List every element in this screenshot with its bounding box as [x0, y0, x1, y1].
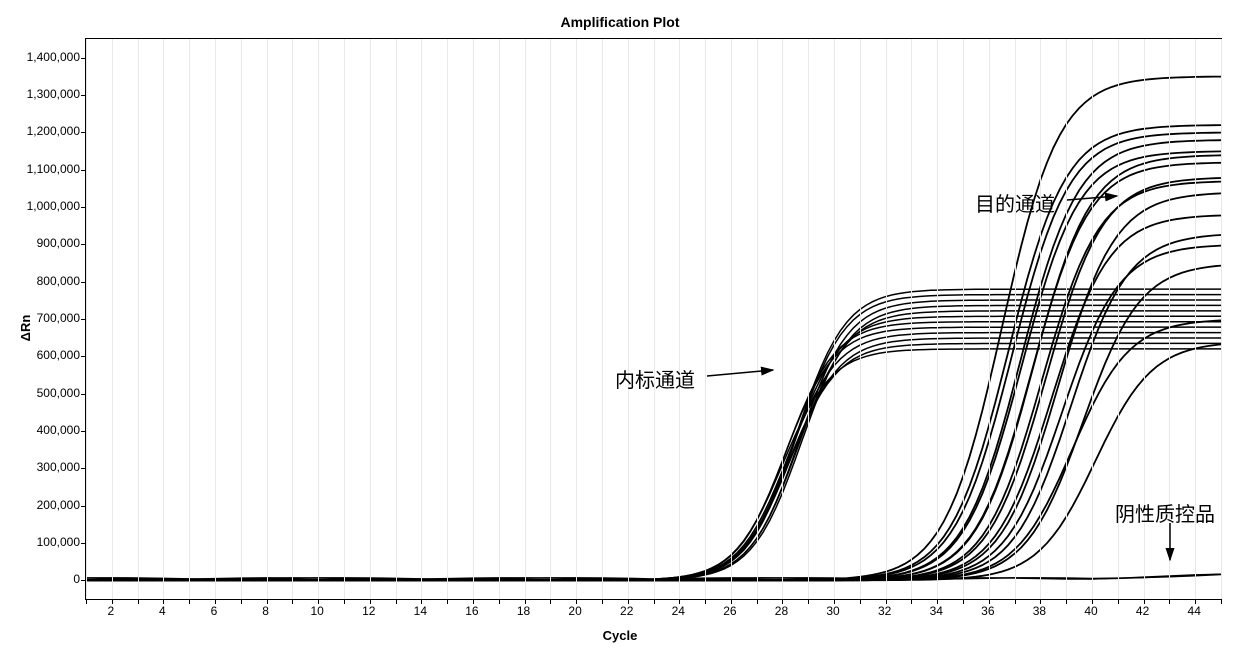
x-tick: [447, 599, 448, 604]
x-tick: [705, 599, 706, 604]
x-tick-label: 34: [930, 604, 943, 618]
y-tick-label: 100,000: [37, 535, 80, 549]
x-tick: [550, 599, 551, 604]
x-axis-label: Cycle: [603, 628, 638, 643]
amplification-plot-container: Amplification Plot ΔRn Cycle 0 100,000 200…: [10, 10, 1230, 645]
annotation-arrows: [85, 38, 1220, 598]
y-tick-label: 200,000: [37, 498, 80, 512]
x-tick: [396, 599, 397, 604]
y-tick-label: 1,000,000: [27, 199, 80, 213]
x-tick: [808, 599, 809, 604]
x-tick: [1169, 599, 1170, 604]
y-tick-label: 800,000: [37, 274, 80, 288]
x-tick-label: 10: [310, 604, 323, 618]
y-tick-label: 1,400,000: [27, 50, 80, 64]
x-tick: [241, 599, 242, 604]
y-tick-label: 600,000: [37, 348, 80, 362]
chart-title: Amplification Plot: [561, 14, 680, 30]
x-tick-label: 22: [620, 604, 633, 618]
x-tick: [963, 599, 964, 604]
grid-line: [1221, 39, 1222, 599]
x-tick-label: 16: [465, 604, 478, 618]
y-tick-label: 900,000: [37, 236, 80, 250]
x-tick-label: 38: [1033, 604, 1046, 618]
x-tick: [757, 599, 758, 604]
y-tick-label: 1,100,000: [27, 162, 80, 176]
x-tick: [1066, 599, 1067, 604]
x-tick: [86, 599, 87, 604]
x-tick: [654, 599, 655, 604]
x-tick-label: 28: [775, 604, 788, 618]
x-tick-label: 20: [568, 604, 581, 618]
x-tick-label: 42: [1136, 604, 1149, 618]
y-tick-label: 300,000: [37, 460, 80, 474]
x-tick-label: 26: [723, 604, 736, 618]
x-tick: [138, 599, 139, 604]
x-tick: [911, 599, 912, 604]
x-tick: [189, 599, 190, 604]
x-tick-label: 44: [1188, 604, 1201, 618]
y-tick-label: 1,300,000: [27, 87, 80, 101]
x-tick-label: 2: [107, 604, 114, 618]
x-tick-label: 40: [1084, 604, 1097, 618]
x-tick: [1118, 599, 1119, 604]
x-tick-label: 30: [826, 604, 839, 618]
y-tick-label: 500,000: [37, 386, 80, 400]
y-tick-label: 700,000: [37, 311, 80, 325]
y-tick-label: 0: [73, 572, 80, 586]
x-tick: [292, 599, 293, 604]
x-tick-label: 6: [211, 604, 218, 618]
x-tick-label: 8: [262, 604, 269, 618]
x-tick: [602, 599, 603, 604]
x-tick-label: 36: [981, 604, 994, 618]
y-tick-label: 400,000: [37, 423, 80, 437]
x-tick: [499, 599, 500, 604]
x-tick: [1221, 599, 1222, 604]
x-tick-label: 4: [159, 604, 166, 618]
x-tick: [344, 599, 345, 604]
y-tick-label: 1,200,000: [27, 124, 80, 138]
x-tick: [1015, 599, 1016, 604]
x-tick-label: 24: [672, 604, 685, 618]
x-tick-label: 32: [878, 604, 891, 618]
x-tick-label: 18: [517, 604, 530, 618]
x-tick-label: 12: [362, 604, 375, 618]
x-tick-label: 14: [414, 604, 427, 618]
x-tick: [860, 599, 861, 604]
y-axis-label: ΔRn: [18, 314, 33, 341]
